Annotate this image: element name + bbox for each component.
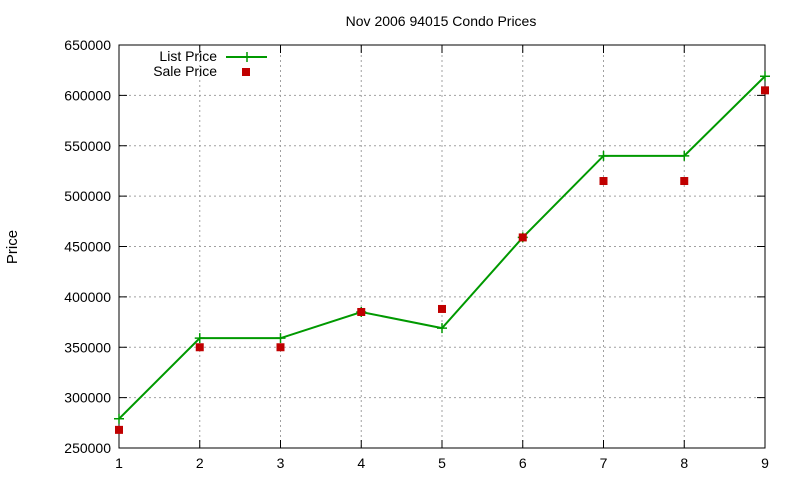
sale-price-point [438, 304, 446, 313]
legend-marker-sale-price [242, 68, 250, 76]
x-tick-label: 2 [196, 455, 204, 471]
series [114, 71, 770, 434]
list-price-point [598, 150, 609, 161]
y-tick-label: 350000 [64, 339, 111, 355]
x-tick-label: 9 [761, 455, 769, 471]
list-price-line [118, 75, 766, 420]
y-tick-label: 500000 [64, 188, 111, 204]
y-tick-label: 550000 [64, 138, 111, 154]
plot-frame [118, 44, 766, 449]
y-tick-label: 450000 [64, 239, 111, 255]
y-tick-label: 400000 [64, 289, 111, 305]
x-tick-label: 7 [600, 455, 608, 471]
list-price-point [194, 333, 205, 344]
legend-marker-list-price [242, 52, 252, 62]
x-tick-label: 6 [519, 455, 527, 471]
x-tick-label: 3 [277, 455, 285, 471]
grid [119, 45, 765, 448]
y-axis-label: Price [4, 230, 21, 264]
y-tick-label: 600000 [64, 87, 111, 103]
sale-price-point [518, 233, 527, 242]
sale-price-point [599, 177, 608, 186]
list-price-point [679, 150, 690, 161]
list-price-point [437, 323, 447, 334]
sale-price-point [761, 86, 769, 95]
x-tick-label: 4 [357, 455, 365, 471]
y-tick-label: 300000 [64, 390, 111, 406]
x-tick-label: 8 [680, 455, 688, 471]
sale-price-point [195, 343, 204, 352]
legend-label-list-price: List Price [159, 48, 217, 64]
x-tick-label: 1 [115, 455, 123, 471]
x-tick-label: 5 [438, 455, 446, 471]
sale-price-point [357, 307, 366, 316]
sale-price-point [276, 343, 285, 352]
list-price-point [275, 333, 286, 344]
tick-labels: 250000 300000 350000 400000 450000 500000 5500… [64, 37, 769, 471]
sale-price-point [680, 177, 689, 186]
y-tick-label: 650000 [64, 37, 111, 53]
chart-title: Nov 2006 94015 Condo Prices [346, 13, 537, 29]
y-tick-label: 250000 [64, 440, 111, 456]
list-price-point [114, 413, 124, 424]
legend: List Price Sale Price [153, 48, 267, 79]
legend-label-sale-price: Sale Price [153, 63, 217, 79]
list-price-point [760, 71, 770, 82]
sale-price-point [115, 425, 123, 434]
